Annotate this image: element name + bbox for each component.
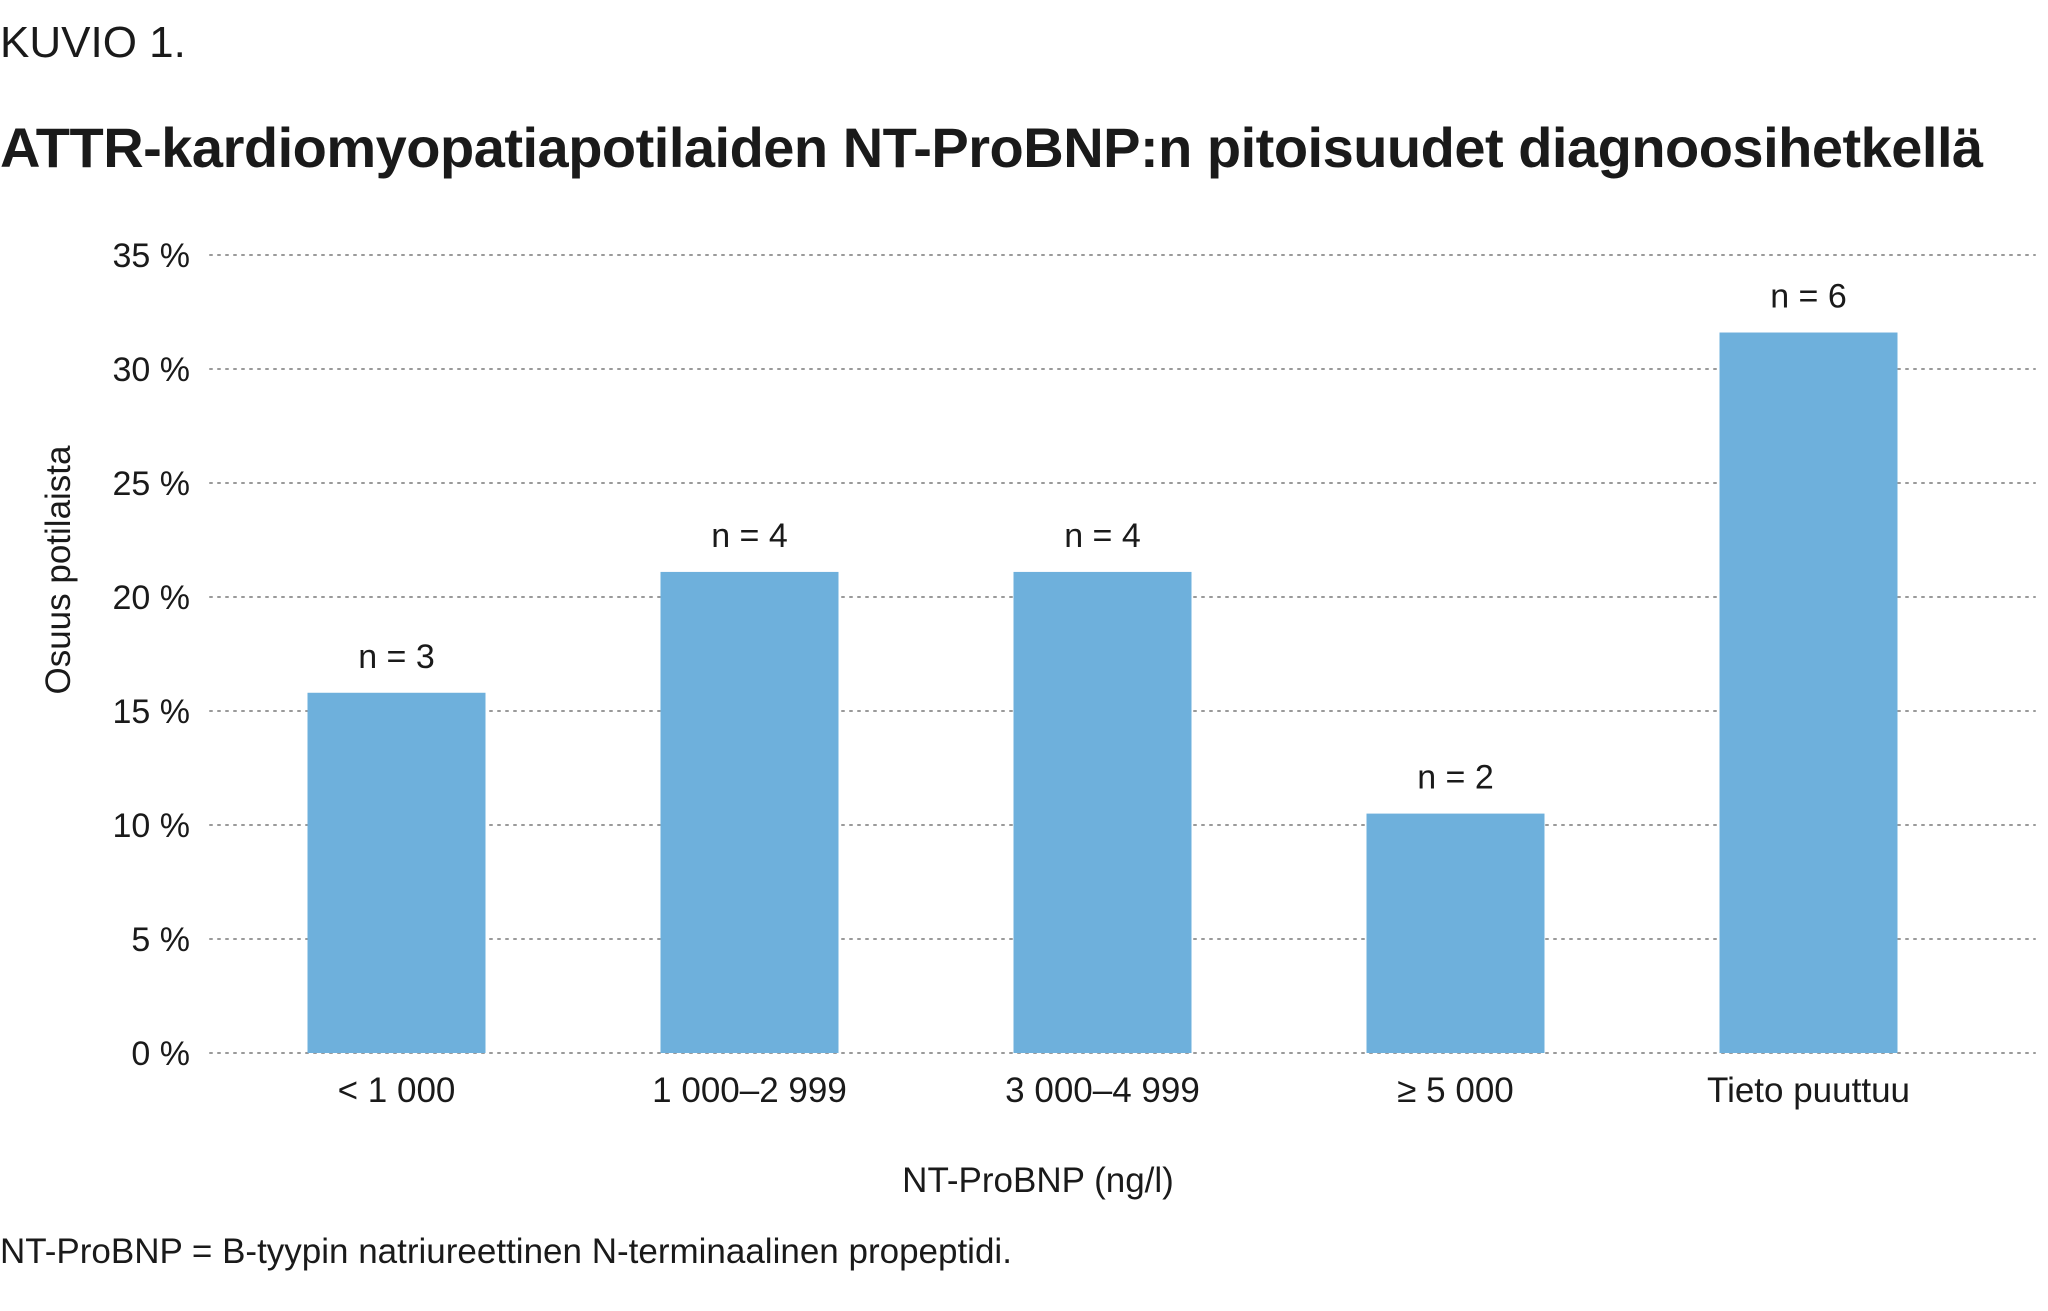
bar [1013,571,1192,1053]
bar [1366,813,1545,1053]
bar-value-label: n = 4 [1064,517,1141,555]
x-tick-label: ≥ 5 000 [1397,1071,1514,1110]
bar [307,692,486,1053]
x-axis-title: NT-ProBNP (ng/l) [902,1161,1174,1200]
bar-value-label: n = 3 [358,638,435,676]
bar [1719,332,1898,1053]
y-tick-label: 35 % [113,237,191,275]
y-tick-label: 20 % [113,579,191,617]
bar [660,571,839,1053]
x-tick-label: 1 000–2 999 [652,1071,847,1110]
y-tick-label: 15 % [113,693,191,731]
y-tick-label: 5 % [131,921,190,959]
x-tick-label: Tieto puuttuu [1707,1071,1910,1110]
bar-value-label: n = 4 [711,517,788,555]
x-tick-label: 3 000–4 999 [1005,1071,1200,1110]
y-tick-label: 30 % [113,351,191,389]
footnote: NT-ProBNP = B-tyypin natriureettinen N-t… [0,1232,1012,1271]
chart-title: ATTR-kardiomyopatiapotilaiden NT-ProBNP:… [0,116,1983,179]
bar-value-label: n = 6 [1770,278,1847,316]
y-axis-title: Osuus potilaista [39,445,78,695]
y-tick-label: 10 % [113,807,191,845]
y-tick-label: 0 % [131,1035,190,1073]
figure-label: KUVIO 1. [0,18,186,67]
x-tick-label: < 1 000 [338,1071,456,1110]
bar-value-label: n = 2 [1417,759,1494,797]
y-tick-label: 25 % [113,465,191,503]
